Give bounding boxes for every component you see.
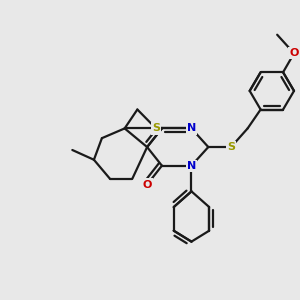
Text: O: O: [289, 48, 299, 58]
Text: N: N: [187, 123, 196, 134]
Text: N: N: [187, 161, 196, 171]
Text: S: S: [152, 123, 160, 134]
Text: O: O: [142, 180, 152, 190]
Text: S: S: [227, 142, 235, 152]
